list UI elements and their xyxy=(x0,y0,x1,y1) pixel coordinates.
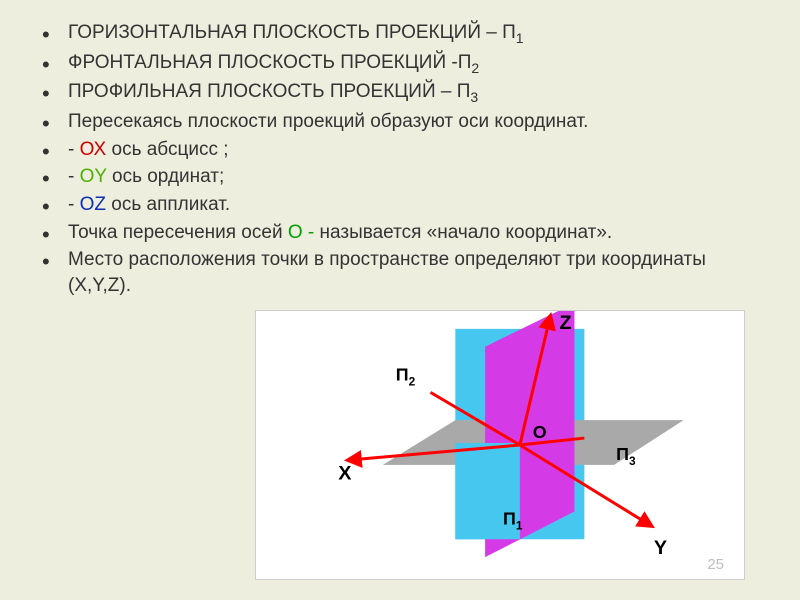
origin-rest: называется «начало координат». xyxy=(320,222,613,243)
projection-diagram: Z X Y О П2 П3 П1 25 xyxy=(255,310,745,580)
bullet-intersect: Пересекаясь плоскости проекций образуют … xyxy=(68,109,760,135)
bullet-p1: ГОРИЗОНТАЛЬНАЯ ПЛОСКОСТЬ ПРОЕКЦИЙ – П1 xyxy=(68,20,760,48)
origin-pre: Точка пересечения осей xyxy=(68,222,288,243)
label-z: Z xyxy=(560,312,572,334)
oy-label: ОY xyxy=(80,166,107,187)
bullet-last: Место расположения точки в пространстве … xyxy=(68,247,760,298)
oz-dash: - xyxy=(68,194,80,215)
bullet-oy: - ОY ось ординат; xyxy=(68,164,760,190)
label-p2: П2 xyxy=(396,364,416,388)
bullet-p3-sub: 3 xyxy=(470,89,478,105)
bullet-p2-text: ФРОНТАЛЬНАЯ ПЛОСКОСТЬ ПРОЕКЦИЙ -П xyxy=(68,52,471,73)
bullet-p1-text: ГОРИЗОНТАЛЬНАЯ ПЛОСКОСТЬ ПРОЕКЦИЙ – П xyxy=(68,22,516,43)
oy-dash: - xyxy=(68,166,80,187)
text-block: ГОРИЗОНТАЛЬНАЯ ПЛОСКОСТЬ ПРОЕКЦИЙ – П1 Ф… xyxy=(0,0,800,299)
bullet-origin: Точка пересечения осей О - называется «н… xyxy=(68,220,760,246)
bullet-p2-sub: 2 xyxy=(471,59,479,75)
bullet-p1-sub: 1 xyxy=(516,30,524,46)
origin-o: О - xyxy=(288,222,320,243)
ox-dash: - xyxy=(68,139,80,160)
bullet-oz: - ОZ ось аппликат. xyxy=(68,192,760,218)
ox-rest: ось абсцисс ; xyxy=(106,139,228,160)
diagram-svg: Z X Y О П2 П3 П1 xyxy=(256,311,744,579)
label-y: Y xyxy=(654,537,667,559)
label-x: X xyxy=(338,463,352,485)
oz-label: ОZ xyxy=(80,194,106,215)
oy-rest: ось ординат; xyxy=(107,166,225,187)
oz-rest: ось аппликат. xyxy=(106,194,230,215)
ox-label: ОХ xyxy=(80,139,107,160)
label-o: О xyxy=(533,422,547,442)
bullet-p3-text: ПРОФИЛЬНАЯ ПЛОСКОСТЬ ПРОЕКЦИЙ – П xyxy=(68,81,470,102)
bullet-ox: - ОХ ось абсцисс ; xyxy=(68,137,760,163)
bullet-list: ГОРИЗОНТАЛЬНАЯ ПЛОСКОСТЬ ПРОЕКЦИЙ – П1 Ф… xyxy=(68,20,760,299)
bullet-p2: ФРОНТАЛЬНАЯ ПЛОСКОСТЬ ПРОЕКЦИЙ -П2 xyxy=(68,50,760,78)
slide-number: 25 xyxy=(707,556,724,573)
bullet-p3: ПРОФИЛЬНАЯ ПЛОСКОСТЬ ПРОЕКЦИЙ – П3 xyxy=(68,79,760,107)
